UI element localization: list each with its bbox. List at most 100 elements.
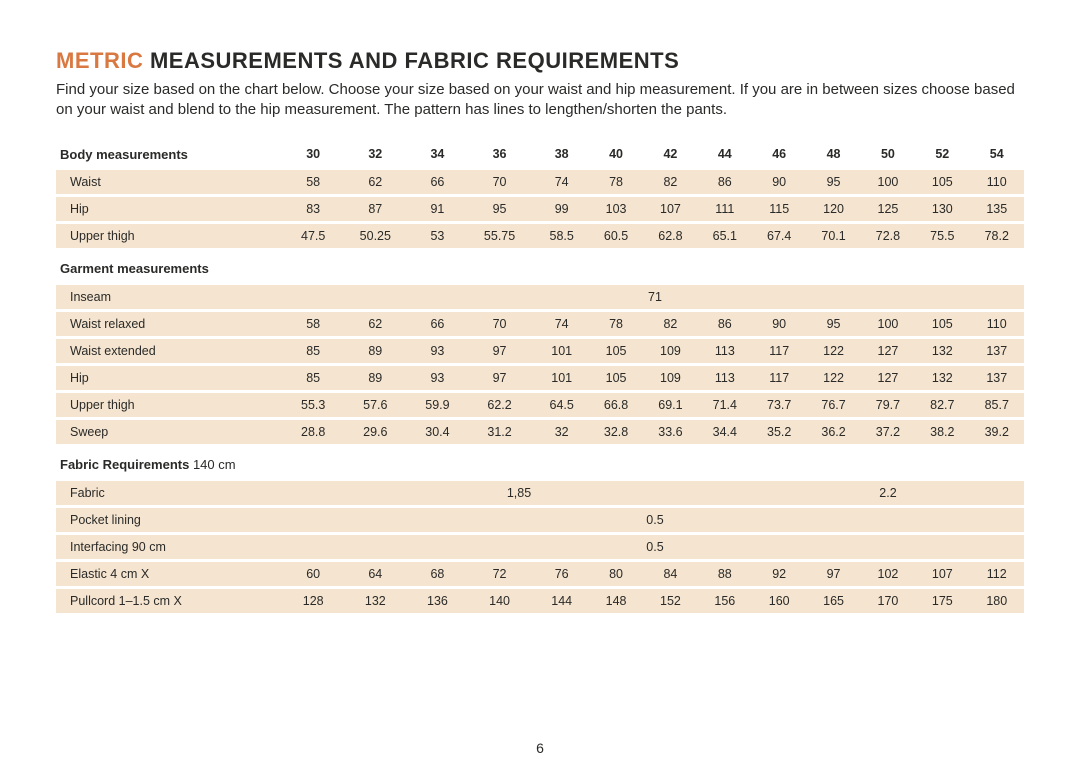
cell-value: 175 (915, 589, 969, 613)
cell-value: 64.5 (535, 393, 589, 417)
cell-value: 30.4 (410, 420, 464, 444)
cell-value: 112 (970, 562, 1025, 586)
cell-value: 75.5 (915, 224, 969, 248)
cell-value: 31.2 (465, 420, 535, 444)
cell-value: 73.7 (752, 393, 806, 417)
cell-value: 50.25 (340, 224, 410, 248)
cell-value: 59.9 (410, 393, 464, 417)
cell-value: 58 (286, 312, 340, 336)
cell-value: 120 (806, 197, 860, 221)
section-title: Garment measurements (56, 251, 1024, 282)
cell-value: 156 (698, 589, 752, 613)
cell-value: 72 (465, 562, 535, 586)
cell-value: 60 (286, 562, 340, 586)
cell-value: 67.4 (752, 224, 806, 248)
cell-value: 65.1 (698, 224, 752, 248)
table-row: Waist relaxed586266707478828690951001051… (56, 312, 1024, 336)
cell-value: 78 (589, 312, 643, 336)
row-label: Upper thigh (56, 224, 286, 248)
cell-value: 84 (643, 562, 697, 586)
cell-value: 89 (340, 339, 410, 363)
cell-value: 105 (589, 339, 643, 363)
cell-value: 66 (410, 312, 464, 336)
cell-value: 97 (465, 366, 535, 390)
cell-value: 95 (465, 197, 535, 221)
cell-value: 105 (589, 366, 643, 390)
table-row: Pullcord 1–1.5 cm X128132136140144148152… (56, 589, 1024, 613)
size-column-header: 32 (340, 142, 410, 167)
row-label: Interfacing 90 cm (56, 535, 286, 559)
table-row: Pocket lining0.5 (56, 508, 1024, 532)
cell-value: 70.1 (806, 224, 860, 248)
cell-value: 62.2 (465, 393, 535, 417)
cell-value: 90 (752, 170, 806, 194)
cell-value: 152 (643, 589, 697, 613)
size-column-header: 52 (915, 142, 969, 167)
cell-value: 122 (806, 339, 860, 363)
cell-value: 97 (465, 339, 535, 363)
cell-value: 34.4 (698, 420, 752, 444)
cell-value: 95 (806, 170, 860, 194)
cell-value: 29.6 (340, 420, 410, 444)
cell-value: 100 (861, 312, 915, 336)
cell-value: 71 (286, 285, 1024, 309)
table-row: Fabric1,852.2 (56, 481, 1024, 505)
cell-value: 107 (915, 562, 969, 586)
cell-value: 105 (915, 312, 969, 336)
table-row: Inseam71 (56, 285, 1024, 309)
cell-value: 115 (752, 197, 806, 221)
cell-value: 107 (643, 197, 697, 221)
cell-value: 105 (915, 170, 969, 194)
cell-value: 85.7 (970, 393, 1025, 417)
size-column-header: 30 (286, 142, 340, 167)
cell-value: 55.75 (465, 224, 535, 248)
size-column-header: 54 (970, 142, 1025, 167)
cell-value: 74 (535, 170, 589, 194)
table-row: Elastic 4 cm X60646872768084889297102107… (56, 562, 1024, 586)
size-column-header: 48 (806, 142, 860, 167)
row-label: Inseam (56, 285, 286, 309)
intro-text: Find your size based on the chart below.… (56, 80, 1024, 121)
cell-value: 93 (410, 366, 464, 390)
cell-value: 71.4 (698, 393, 752, 417)
cell-value: 92 (752, 562, 806, 586)
cell-value: 91 (410, 197, 464, 221)
measurements-table: Body measurements30323436384042444648505… (56, 139, 1024, 616)
cell-value: 95 (806, 312, 860, 336)
cell-value: 99 (535, 197, 589, 221)
size-column-header: 46 (752, 142, 806, 167)
cell-value: 160 (752, 589, 806, 613)
cell-value: 39.2 (970, 420, 1025, 444)
cell-value: 113 (698, 366, 752, 390)
cell-value: 78 (589, 170, 643, 194)
cell-value: 110 (970, 170, 1025, 194)
cell-value: 132 (915, 339, 969, 363)
cell-value: 0.5 (286, 508, 1024, 532)
cell-value: 132 (915, 366, 969, 390)
cell-value: 68 (410, 562, 464, 586)
title-rest: MEASUREMENTS AND FABRIC REQUIREMENTS (143, 48, 679, 73)
size-column-header: 44 (698, 142, 752, 167)
row-label: Elastic 4 cm X (56, 562, 286, 586)
cell-value: 170 (861, 589, 915, 613)
cell-value: 55.3 (286, 393, 340, 417)
cell-value: 58.5 (535, 224, 589, 248)
cell-value: 87 (340, 197, 410, 221)
table-row: Hip85899397101105109113117122127132137 (56, 366, 1024, 390)
size-column-header: 38 (535, 142, 589, 167)
row-label: Upper thigh (56, 393, 286, 417)
cell-value: 101 (535, 339, 589, 363)
cell-value: 122 (806, 366, 860, 390)
cell-value: 37.2 (861, 420, 915, 444)
cell-value: 135 (970, 197, 1025, 221)
cell-value: 110 (970, 312, 1025, 336)
cell-value: 72.8 (861, 224, 915, 248)
row-label: Waist extended (56, 339, 286, 363)
page-title: METRIC MEASUREMENTS AND FABRIC REQUIREME… (56, 48, 1024, 74)
cell-value: 57.6 (340, 393, 410, 417)
table-row: Interfacing 90 cm0.5 (56, 535, 1024, 559)
cell-value: 66.8 (589, 393, 643, 417)
cell-value: 70 (465, 312, 535, 336)
row-label: Waist relaxed (56, 312, 286, 336)
size-column-header: 34 (410, 142, 464, 167)
